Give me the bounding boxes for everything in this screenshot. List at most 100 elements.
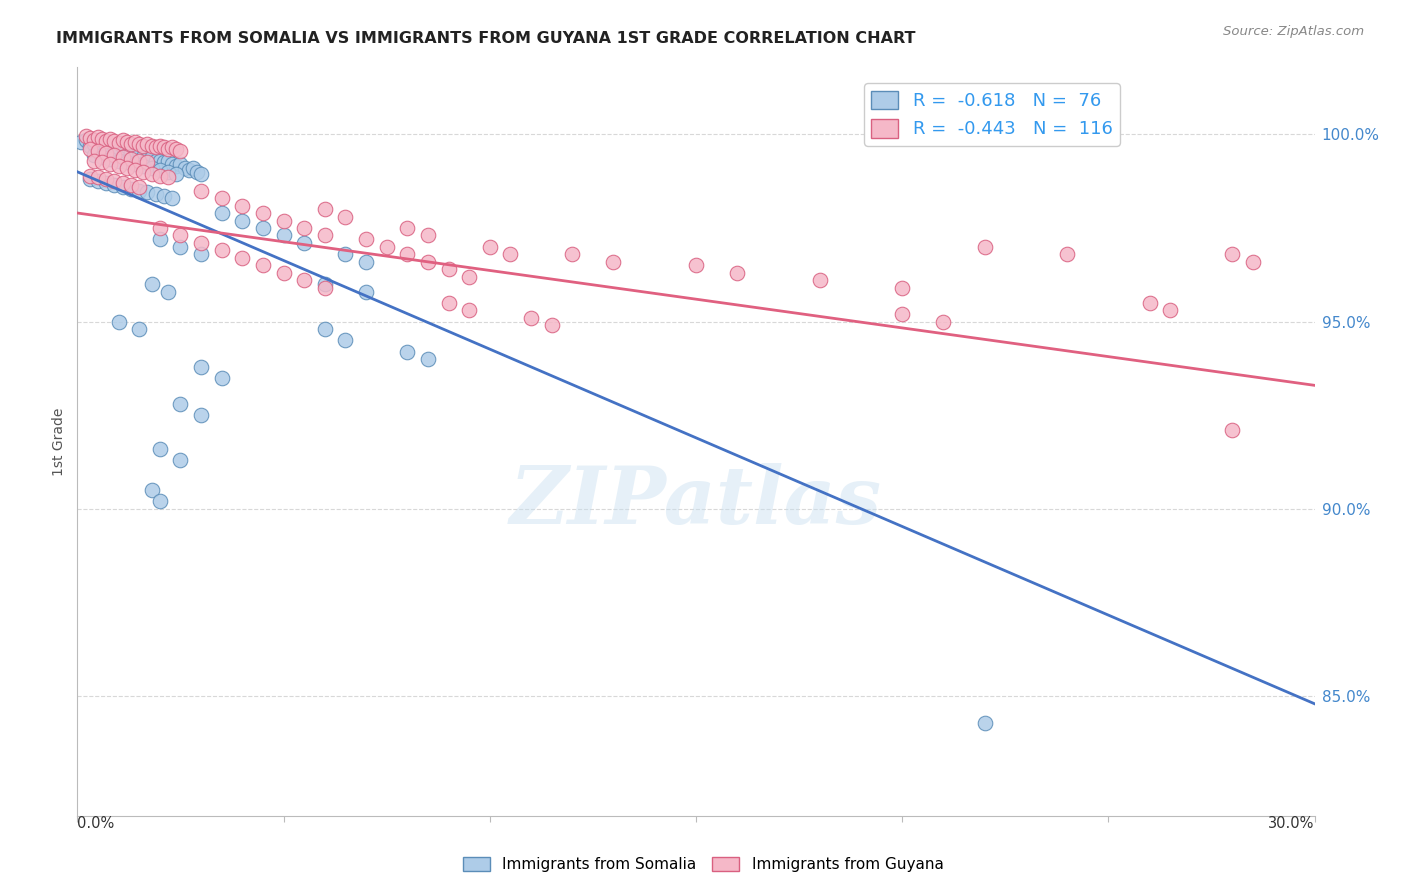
Point xyxy=(375,240,398,254)
Point xyxy=(149,494,172,508)
Point xyxy=(169,397,191,411)
Point xyxy=(124,148,146,162)
Point xyxy=(335,247,357,261)
Point xyxy=(160,191,183,205)
Point xyxy=(111,140,134,154)
Point xyxy=(149,153,172,168)
Point xyxy=(354,254,377,268)
Point xyxy=(83,133,105,147)
Point xyxy=(181,161,204,175)
Point xyxy=(177,162,200,177)
Point xyxy=(103,174,125,188)
Text: Source: ZipAtlas.com: Source: ZipAtlas.com xyxy=(1223,25,1364,38)
Point xyxy=(1241,254,1264,268)
Text: 30.0%: 30.0% xyxy=(1268,816,1315,831)
Point xyxy=(83,148,105,162)
Y-axis label: 1st Grade: 1st Grade xyxy=(52,408,66,475)
Point xyxy=(157,165,180,179)
Point xyxy=(128,153,150,168)
Point xyxy=(314,202,336,217)
Point xyxy=(314,281,336,295)
Point xyxy=(91,132,114,146)
Point xyxy=(396,221,419,235)
Point xyxy=(273,213,295,227)
Point xyxy=(169,144,191,158)
Point xyxy=(190,409,212,423)
Point xyxy=(153,155,176,169)
Point xyxy=(190,235,212,250)
Point xyxy=(165,159,187,173)
Point xyxy=(83,136,105,151)
Point xyxy=(252,221,274,235)
Point xyxy=(120,152,142,166)
Point xyxy=(416,228,439,243)
Point xyxy=(932,315,955,329)
Point xyxy=(145,140,167,154)
Point xyxy=(273,266,295,280)
Point xyxy=(396,344,419,359)
Point xyxy=(128,184,150,198)
Point xyxy=(292,273,315,287)
Point xyxy=(153,140,176,154)
Point xyxy=(891,281,914,295)
Point xyxy=(87,130,110,145)
Point xyxy=(190,167,212,181)
Point xyxy=(141,167,163,181)
Point xyxy=(335,334,357,348)
Point xyxy=(120,146,142,161)
Point xyxy=(132,150,155,164)
Point xyxy=(149,162,172,177)
Point xyxy=(83,153,105,168)
Point xyxy=(540,318,562,333)
Point xyxy=(98,157,121,171)
Point xyxy=(145,153,167,168)
Point xyxy=(354,285,377,299)
Point xyxy=(169,228,191,243)
Point xyxy=(79,169,101,183)
Point xyxy=(153,189,176,203)
Point xyxy=(186,165,208,179)
Point xyxy=(96,176,118,190)
Point xyxy=(111,176,134,190)
Point xyxy=(1139,296,1161,310)
Point xyxy=(111,150,134,164)
Point xyxy=(141,161,163,175)
Point xyxy=(149,169,172,183)
Point xyxy=(314,228,336,243)
Point xyxy=(79,172,101,186)
Point xyxy=(87,174,110,188)
Point xyxy=(115,135,138,149)
Point xyxy=(211,244,233,258)
Point xyxy=(165,167,187,181)
Point xyxy=(335,210,357,224)
Point xyxy=(120,181,142,195)
Point xyxy=(103,134,125,148)
Point xyxy=(75,133,97,147)
Point xyxy=(124,135,146,149)
Point xyxy=(107,153,129,168)
Point xyxy=(149,442,172,456)
Point xyxy=(437,296,460,310)
Point xyxy=(98,132,121,146)
Point xyxy=(211,206,233,220)
Point xyxy=(416,352,439,367)
Point xyxy=(136,155,159,169)
Point xyxy=(136,186,159,200)
Point xyxy=(141,277,163,292)
Point xyxy=(458,269,481,284)
Point xyxy=(128,144,150,158)
Point xyxy=(252,259,274,273)
Point xyxy=(91,155,114,169)
Text: 0.0%: 0.0% xyxy=(77,816,114,831)
Point xyxy=(79,138,101,153)
Point xyxy=(561,247,583,261)
Point xyxy=(416,254,439,268)
Point xyxy=(169,157,191,171)
Point xyxy=(120,136,142,151)
Point xyxy=(1159,303,1181,318)
Point xyxy=(132,165,155,179)
Point xyxy=(190,184,212,198)
Point xyxy=(292,221,315,235)
Point xyxy=(96,138,118,153)
Point xyxy=(124,162,146,177)
